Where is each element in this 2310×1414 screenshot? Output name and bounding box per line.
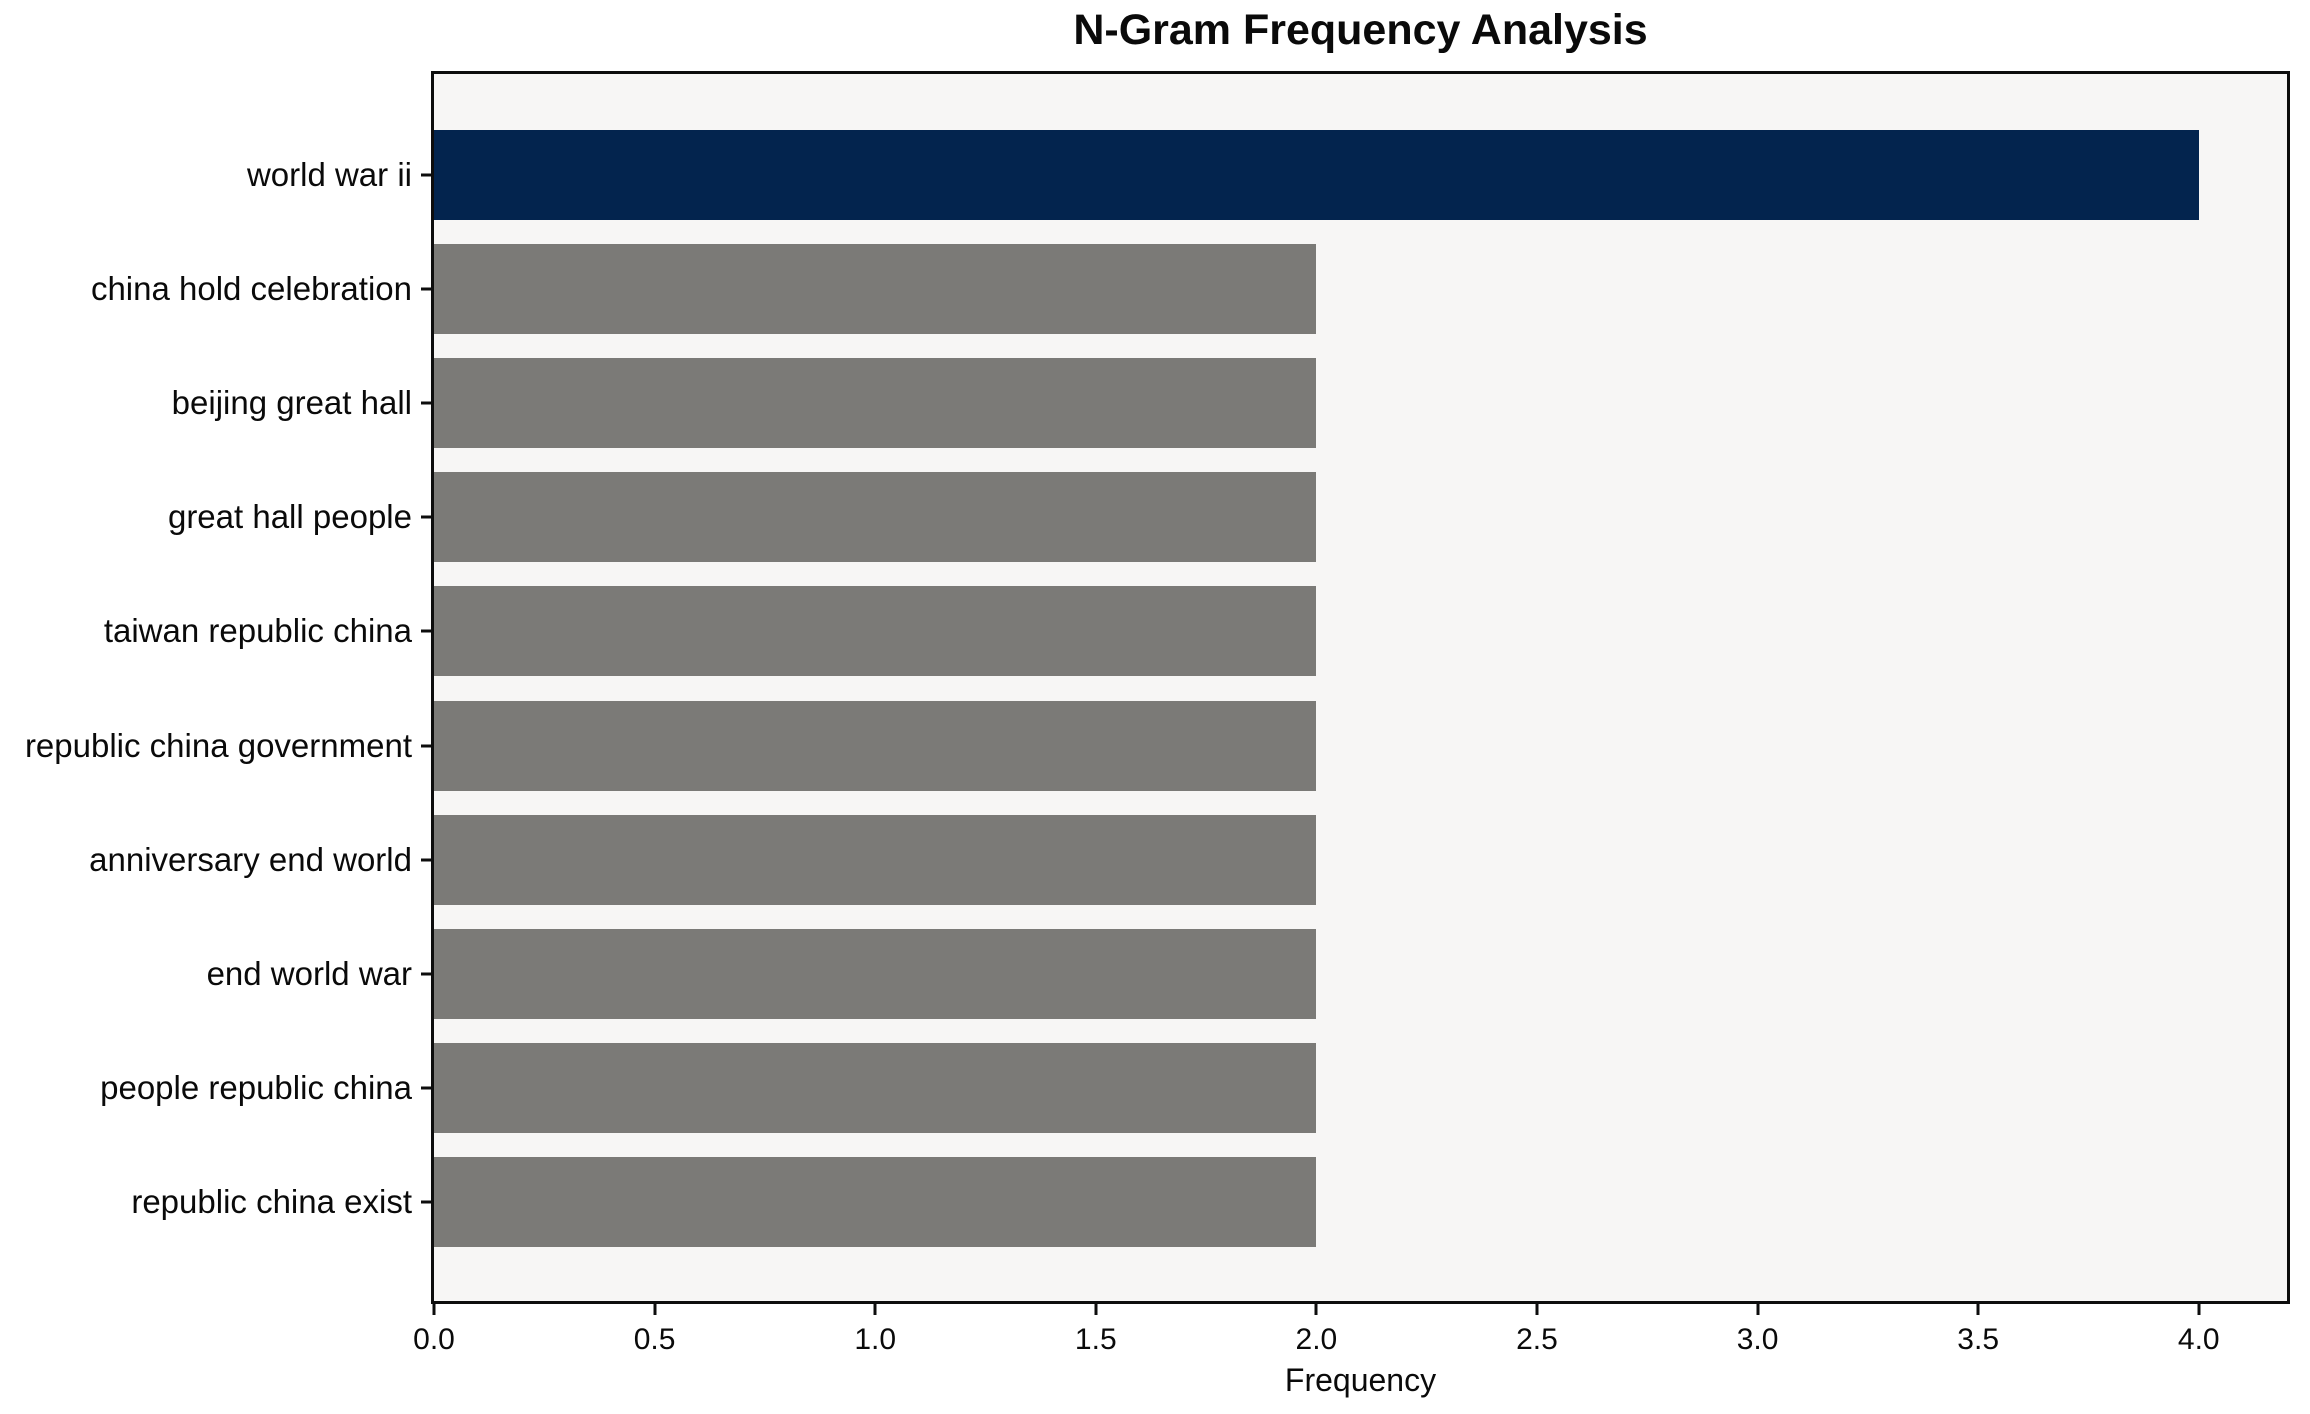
x-tick-label: 2.0 xyxy=(1295,1323,1338,1356)
frequency-bar xyxy=(434,244,1317,335)
y-tick-mark xyxy=(421,744,431,748)
y-tick-mark xyxy=(421,1086,431,1090)
x-tick-mark xyxy=(653,1304,657,1315)
bar-row: anniversary end world xyxy=(89,803,2287,917)
x-tick-label: 2.5 xyxy=(1516,1323,1558,1356)
bar-row: end world war xyxy=(207,917,2287,1031)
y-tick-mark xyxy=(421,858,431,862)
frequency-bar xyxy=(434,472,1317,563)
y-axis-category-label: people republic china xyxy=(100,1068,412,1106)
y-axis-category-label: anniversary end world xyxy=(89,840,412,878)
y-tick-mark xyxy=(421,629,431,633)
x-tick-label: 0.0 xyxy=(413,1323,455,1356)
plot-area: world war ii china hold celebration beij… xyxy=(25,71,2290,1398)
bars-container: world war ii china hold celebration beij… xyxy=(25,74,2287,1301)
y-axis-category-label: china hold celebration xyxy=(90,270,412,308)
y-tick-mark xyxy=(421,515,431,519)
x-tick-mark xyxy=(1535,1304,1539,1315)
x-tick-mark xyxy=(1756,1304,1760,1315)
bar-row: taiwan republic china xyxy=(104,574,2287,688)
y-axis-category-label: great hall people xyxy=(167,498,412,536)
bar-row: beijing great hall xyxy=(172,346,2287,460)
frequency-bar xyxy=(434,814,1317,905)
x-tick-mark xyxy=(2197,1304,2201,1315)
y-axis-category-label: republic china exist xyxy=(131,1182,412,1220)
x-tick-mark xyxy=(432,1304,436,1315)
y-axis-category-label: beijing great hall xyxy=(171,384,412,422)
y-axis-category-label: world war ii xyxy=(246,156,412,194)
y-tick-mark xyxy=(421,1200,431,1204)
x-tick-label: 1.0 xyxy=(854,1323,897,1356)
x-tick-label: 3.0 xyxy=(1736,1323,1779,1356)
bar-row: great hall people xyxy=(168,460,2287,574)
frequency-bar xyxy=(434,130,2199,221)
y-axis-category-label: taiwan republic china xyxy=(103,612,412,650)
x-tick-label: 3.5 xyxy=(1957,1323,2000,1356)
x-tick-mark xyxy=(873,1304,877,1315)
frequency-bar xyxy=(434,700,1317,791)
bar-row: china hold celebration xyxy=(91,232,2287,346)
frequency-bar xyxy=(434,1156,1317,1247)
frequency-bar xyxy=(434,358,1317,449)
bar-row: people republic china xyxy=(100,1031,2287,1145)
frequency-bar xyxy=(434,1042,1317,1133)
frequency-bar xyxy=(434,928,1317,1019)
x-tick-mark xyxy=(1094,1304,1098,1315)
x-tick-label: 4.0 xyxy=(2177,1323,2220,1356)
bar-row: republic china government xyxy=(25,688,2287,802)
chart-title: N-Gram Frequency Analysis xyxy=(1073,6,1648,54)
y-tick-mark xyxy=(421,972,431,976)
y-tick-mark xyxy=(421,401,431,405)
bar-row: republic china exist xyxy=(131,1145,2287,1259)
y-axis-category-label: end world war xyxy=(206,954,412,992)
x-tick-label: 1.5 xyxy=(1074,1323,1117,1356)
y-axis-category-label: republic china government xyxy=(24,726,412,764)
x-tick-label: 0.5 xyxy=(633,1323,676,1356)
frequency-bar xyxy=(434,586,1317,677)
y-tick-mark xyxy=(421,287,431,291)
bar-row: world war ii xyxy=(247,118,2287,232)
x-tick-mark xyxy=(1314,1304,1318,1315)
y-tick-mark xyxy=(421,173,431,177)
x-tick-mark xyxy=(1976,1304,1980,1315)
x-axis-label: Frequency xyxy=(1284,1362,1437,1398)
